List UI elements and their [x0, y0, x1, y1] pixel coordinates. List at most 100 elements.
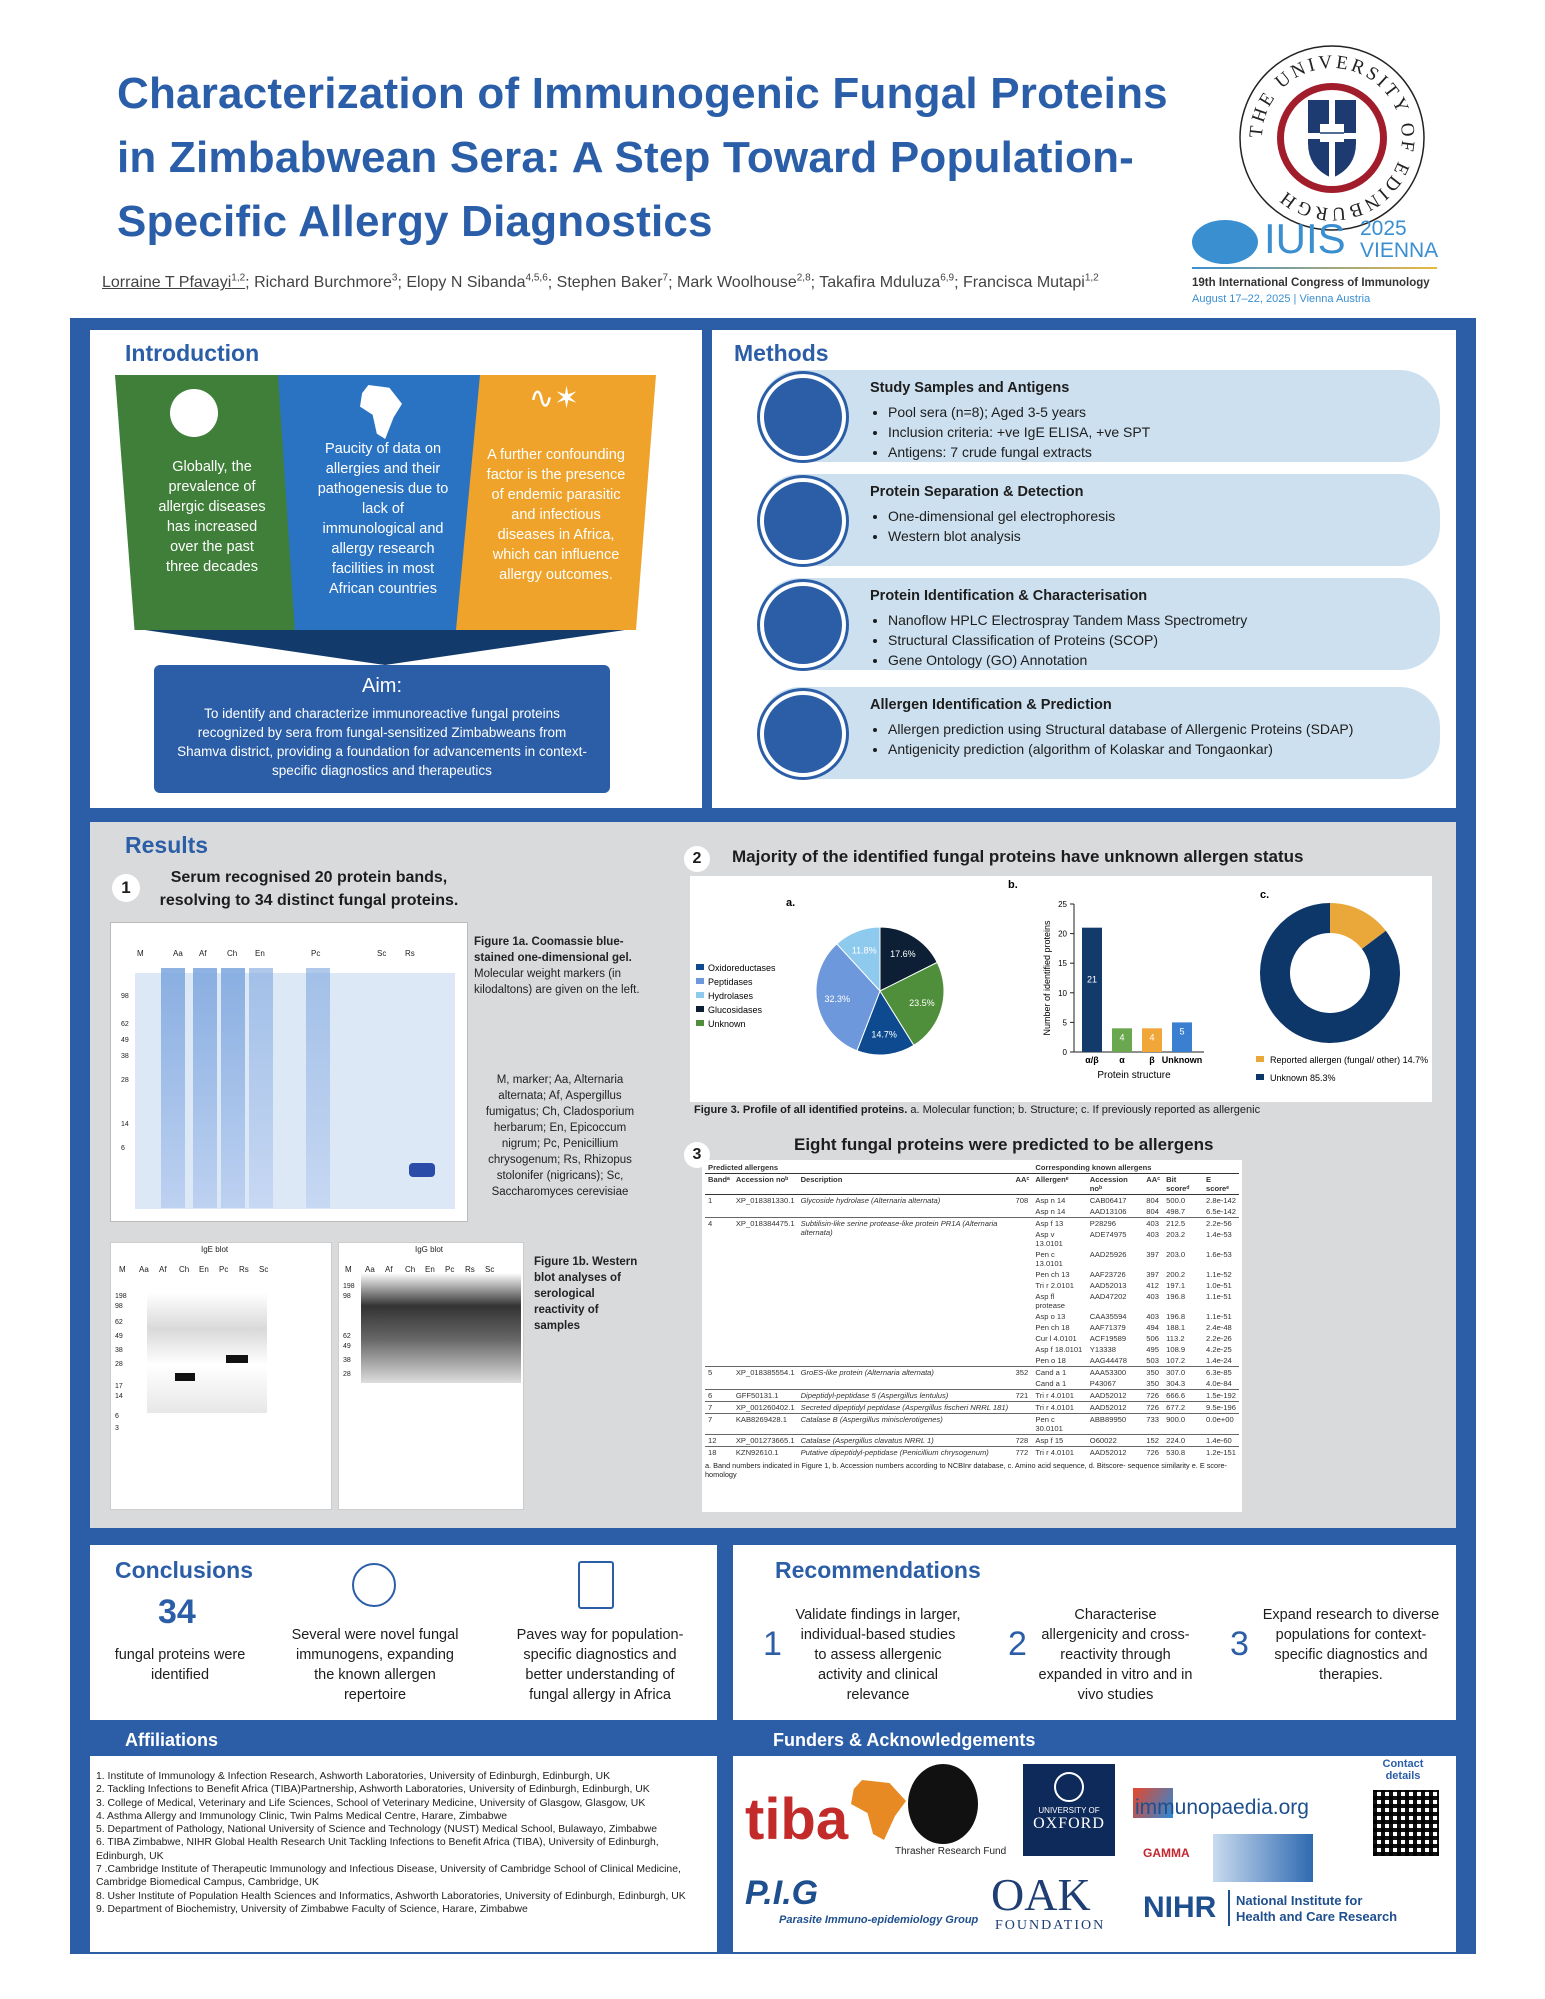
nihr-line-2: Health and Care Research — [1236, 1909, 1398, 1924]
recommendation-3: Expand research to diverse populations f… — [1262, 1607, 1440, 1683]
figure-label: 14 — [121, 1121, 129, 1128]
recommendation-2: Characterise allergenicity and cross-rea… — [1038, 1607, 1193, 1703]
figure-label: 38 — [343, 1357, 351, 1364]
monitor-analysis-icon — [760, 691, 846, 777]
figure-1b-caption: Figure 1b. Western blot analyses of sero… — [534, 1256, 638, 1332]
figure-label: Af — [159, 1265, 167, 1274]
table-row: Cur l 4.0101 ACF19589 506 113.2 2.2e-26 — [1035, 1334, 1232, 1343]
pie-slice — [879, 961, 945, 1047]
intro-card-text: Paucity of data on allergies and their p… — [317, 441, 449, 597]
table-row: 6 GFF50131.1 Dipeptidyl-peptidase 5 (Asper… — [705, 1389, 1239, 1402]
clipboard-diagnostics-icon — [578, 1561, 614, 1609]
pie-slice — [836, 926, 881, 993]
bar-value-label: 21 — [1087, 975, 1097, 985]
iuis-text: IUIS — [1264, 215, 1346, 262]
figure-label: Pc — [219, 1265, 229, 1274]
result-3-title: Eight fungal proteins were predicted to … — [794, 1135, 1214, 1154]
affiliation-item: 1. Institute of Immunology & Infection R… — [96, 1771, 611, 1782]
legend-swatch — [696, 992, 704, 998]
iuis-year: 2025 — [1360, 217, 1407, 240]
y-axis-title: Number of identified proteins — [1042, 920, 1052, 1036]
allergen-table-container: Predicted allergens Corresponding known a… — [702, 1160, 1242, 1512]
qr-code-icon[interactable] — [1373, 1790, 1439, 1856]
figure-label: 98 — [343, 1293, 351, 1300]
table-header: AAᶜ — [1143, 1173, 1164, 1195]
methods-panel: Methods Study Samples and Antigens Pool … — [712, 330, 1456, 808]
legend-swatch — [696, 1006, 704, 1012]
congress-dates: August 17–22, 2025 | Vienna Austria — [1192, 293, 1371, 305]
affiliation-item: 6. TIBA Zimbabwe, NIHR Global Health Res… — [96, 1837, 659, 1862]
figure-label: En — [199, 1265, 209, 1274]
table-group-header: Predicted allergens — [705, 1162, 1033, 1174]
figure-label: Sc — [377, 949, 387, 958]
result-number: 1 — [112, 874, 140, 902]
thrasher-silhouette-icon — [908, 1764, 978, 1844]
oxford-logo: UNIVERSITY OF OXFORD — [1023, 1764, 1115, 1856]
figure-label: Af — [385, 1265, 393, 1274]
pie-slice — [879, 926, 938, 992]
figure-label: 14 — [115, 1393, 123, 1400]
oxford-crest-icon — [1054, 1772, 1084, 1802]
table-header: AAᶜ — [1012, 1173, 1033, 1195]
methods-heading: Methods — [734, 340, 829, 366]
figure-label: 6 — [121, 1145, 125, 1152]
conclusions-panel: Conclusions 34 fungal proteins were iden… — [90, 1545, 717, 1720]
table-row: Tri r 2.0101 AAD52013 412 197.1 1.0e-51 — [1035, 1281, 1232, 1290]
introduction-panel: Introduction Globally, the prevalence of… — [90, 330, 702, 808]
bar — [1172, 1022, 1192, 1052]
figure-label: Ch — [405, 1265, 416, 1274]
chart-label: a. — [786, 897, 795, 909]
pie-value-label: 32.3% — [824, 994, 850, 1004]
table-header: Accession noᵇ — [732, 1173, 798, 1195]
table-row: Cand a 1 P43067 350 304.3 4.0e-84 — [1035, 1379, 1232, 1388]
recommendation-1: Validate findings in larger, individual-… — [795, 1607, 961, 1703]
table-row: 18 KZN92610.1 Putative dipeptidyl-peptidas… — [705, 1446, 1239, 1458]
iuis-logo: IUIS 2025 VIENNA 19th International Cong… — [1192, 215, 1452, 315]
method-row-identification: Protein Identification & Characterisatio… — [760, 578, 1440, 670]
chart-label: c. — [1260, 889, 1269, 901]
table-row: 7 XP_001260402.1 Secreted dipeptidyl pepti… — [705, 1401, 1239, 1414]
bar-value-label: 4 — [1119, 1032, 1124, 1042]
legend-swatch — [696, 964, 704, 970]
figure-label: 28 — [115, 1361, 123, 1368]
figure-label: Ch — [227, 949, 238, 958]
pie-value-label: 14.7% — [871, 1029, 897, 1039]
globe-icon — [170, 389, 218, 437]
method-list: Pool sera (n=8); Aged 3-5 years Inclusio… — [888, 402, 1150, 462]
affiliations-panel: 1. Institute of Immunology & Infection R… — [90, 1756, 717, 1952]
gel-apparatus-icon — [760, 478, 846, 564]
author: Francisca Mutapi1,2 — [963, 273, 1099, 292]
tiba-logo: tiba — [745, 1787, 849, 1852]
contact-label: Contact details — [1382, 1758, 1424, 1782]
funders-panel: tiba Thrasher Research Fund UNIVERSITY O… — [733, 1756, 1456, 1952]
recommendation-number: 2 — [1008, 1625, 1027, 1663]
iuis-city: VIENNA — [1360, 239, 1439, 262]
figure-3-charts: a. 17.6% 23.5% 14.7% 32.3% 11.8% Oxidoreductas… — [696, 879, 1428, 1083]
intro-card-africa: Paucity of data on allergies and their p… — [278, 375, 488, 630]
figure-label: Aa — [139, 1265, 149, 1274]
method-title: Study Samples and Antigens — [870, 380, 1070, 396]
legend-swatch — [696, 1020, 704, 1026]
method-list: Allergen prediction using Structural dat… — [888, 719, 1353, 759]
figure-1a-caption: Figure 1a. Coomassie blue-stained one-di… — [474, 936, 640, 996]
gamma-logo: GAMMA — [1143, 1846, 1190, 1860]
figure-label: 62 — [343, 1333, 351, 1340]
figure-label: Aa — [173, 949, 183, 958]
igg-blot-label: IgG blot — [415, 1245, 444, 1254]
result-number: 3 — [684, 1142, 710, 1168]
table-header: Bandᵃ — [705, 1173, 733, 1195]
figure-label: 17 — [115, 1383, 123, 1390]
bar — [1082, 927, 1102, 1052]
figure-label: Pc — [311, 949, 321, 958]
figure-label: 198 — [115, 1293, 127, 1300]
figure-label: Sc — [259, 1265, 269, 1274]
table-header: Bit scoreᵈ — [1163, 1173, 1204, 1195]
funders-heading: Funders & Acknowledgements — [773, 1730, 1036, 1750]
legend-label: Peptidases — [708, 977, 753, 987]
test-tubes-icon — [760, 374, 846, 460]
nihr-line-1: National Institute for — [1236, 1893, 1363, 1908]
author: Mark Woolhouse2,8 — [676, 273, 811, 292]
figure-label: M — [137, 949, 144, 958]
recommendation-number: 3 — [1230, 1625, 1249, 1663]
coomassie-gel-image: M Aa Af Ch En Pc Sc Rs 98 62 49 38 28 14 6 — [110, 922, 468, 1222]
